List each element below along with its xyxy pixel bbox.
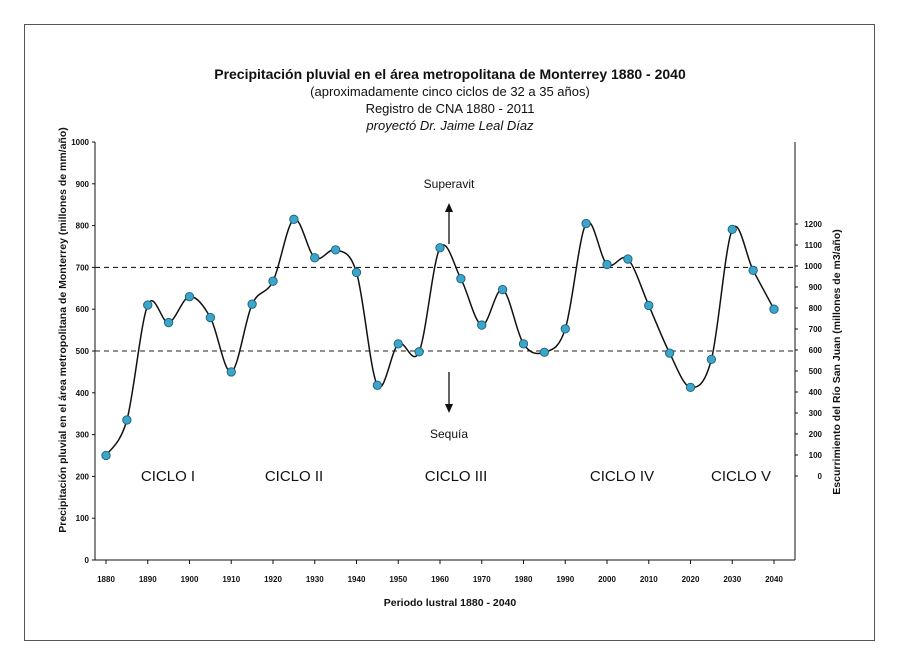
data-point [372, 380, 383, 390]
data-point [477, 320, 487, 330]
data-points [101, 214, 779, 461]
x-tick-label: 1970 [473, 575, 491, 584]
y-right-tick-label: 200 [809, 430, 823, 439]
y-tick-label: 1000 [71, 138, 89, 147]
reference-lines [95, 266, 795, 352]
x-tick-label: 1880 [97, 575, 115, 584]
x-axis-title: Periodo lustral 1880 - 2040 [384, 597, 517, 609]
y-right-tick-label: 900 [809, 283, 823, 292]
y-tick-label: 500 [76, 347, 90, 356]
x-tick-label: 2030 [723, 575, 741, 584]
superavit-arrowhead [445, 203, 453, 212]
y-right-tick-label: 100 [809, 451, 823, 460]
data-point [456, 274, 466, 284]
data-point [581, 218, 591, 229]
data-point [602, 259, 612, 270]
superavit-label: Superavit [424, 177, 475, 191]
y-tick-label: 800 [76, 222, 90, 231]
data-point [664, 348, 675, 358]
y-right-tick-label: 1100 [805, 241, 823, 250]
data-point [435, 243, 445, 253]
x-tick-label: 1930 [306, 575, 324, 584]
data-point [351, 267, 362, 278]
series-line [105, 218, 775, 456]
x-tick-label: 2000 [598, 575, 616, 584]
data-point [247, 299, 257, 309]
x-tick-label: 2010 [640, 575, 658, 584]
y-right-tick-label: 800 [809, 304, 823, 313]
data-point [748, 265, 758, 275]
y-tick-label: 300 [76, 431, 90, 440]
y-tick-label: 100 [76, 514, 90, 523]
y-right-tick-label: 1000 [804, 262, 822, 271]
y-right-tick-label: 700 [809, 325, 823, 334]
ciclo-4-label: CICLO IV [590, 468, 654, 485]
data-point [226, 367, 236, 377]
x-tick-label: 1890 [139, 575, 157, 584]
data-point [497, 284, 508, 295]
data-point [518, 339, 529, 349]
y-right-tick-label: 600 [809, 346, 823, 355]
chart-subtitle-2: Registro de CNA 1880 - 2011 [365, 101, 535, 116]
y-right-tick-label: 1200 [804, 220, 822, 229]
x-tick-label: 1980 [515, 575, 533, 584]
data-point [685, 382, 696, 393]
data-point [122, 415, 132, 425]
data-point [310, 253, 320, 263]
x-tick-label: 1960 [431, 575, 449, 584]
sequia-arrowhead [445, 404, 453, 413]
data-point [184, 292, 195, 302]
data-point [644, 300, 654, 311]
y-right-tick-label: 400 [809, 388, 823, 397]
data-point [706, 354, 717, 365]
y-right-tick-label: 0 [818, 472, 823, 481]
x-tick-label: 1940 [348, 575, 366, 584]
data-point [205, 312, 216, 323]
x-tick-label: 1900 [181, 575, 199, 584]
data-point [539, 347, 550, 357]
data-point [268, 276, 278, 286]
y-tick-label: 400 [76, 389, 90, 398]
x-tick-label: 1920 [264, 575, 282, 584]
data-curve [105, 218, 775, 456]
data-point [393, 339, 403, 349]
data-point [101, 450, 111, 461]
chart-title: Precipitación pluvial en el área metropo… [214, 66, 686, 82]
x-tick-label: 1910 [222, 575, 240, 584]
y-axis-title: Precipitación pluvial en el área metropo… [57, 127, 69, 533]
data-point [727, 224, 737, 235]
figure-frame [24, 24, 875, 641]
y-right-tick-label: 300 [809, 409, 823, 418]
ciclo-1-label: CICLO I [141, 468, 195, 485]
data-point [330, 245, 341, 255]
sequia-label: Sequía [430, 427, 468, 441]
data-point [289, 214, 299, 224]
y-tick-label: 600 [76, 305, 90, 314]
ciclo-2-label: CICLO II [265, 468, 323, 485]
x-tick-label: 2040 [765, 575, 783, 584]
ciclo-3-label: CICLO III [425, 468, 488, 485]
data-point [414, 347, 424, 357]
y-axis-right-title: Escurrimiento del Río San Juan (millones… [831, 229, 843, 494]
chart-subtitle-3: proyectó Dr. Jaime Leal Díaz [366, 118, 534, 133]
data-point [163, 317, 174, 328]
data-point [143, 300, 153, 310]
y-right-tick-label: 500 [809, 367, 823, 376]
x-tick-label: 2020 [682, 575, 700, 584]
y-tick-label: 200 [76, 472, 90, 481]
chart-subtitle-1: (aproximadamente cinco ciclos de 32 a 35… [310, 84, 590, 99]
x-tick-label: 1990 [556, 575, 574, 584]
data-point [623, 254, 633, 264]
y-tick-label: 0 [85, 556, 90, 565]
ciclo-5-label: CICLO V [711, 468, 771, 485]
y-tick-label: 700 [76, 263, 90, 272]
data-point [769, 304, 779, 314]
x-tick-label: 1950 [389, 575, 407, 584]
data-point [560, 324, 570, 334]
y-tick-label: 900 [76, 180, 90, 189]
